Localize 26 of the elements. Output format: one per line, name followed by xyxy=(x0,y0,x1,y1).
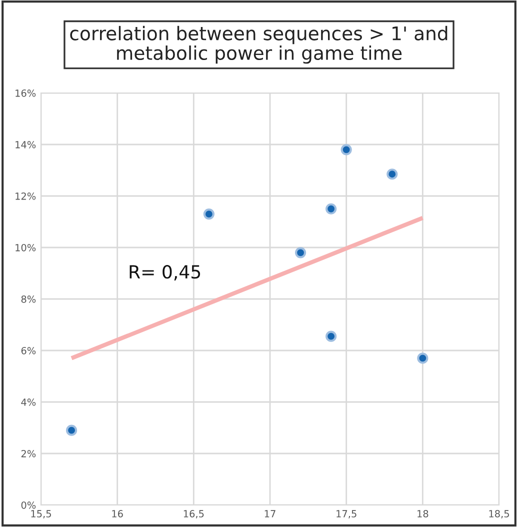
point xyxy=(386,168,398,180)
point xyxy=(203,208,214,220)
y-tick-label: 16% xyxy=(16,89,36,97)
point xyxy=(326,330,337,342)
x-tick-label: 18,5 xyxy=(489,510,509,518)
y-tick-label: 12% xyxy=(16,192,36,200)
x-tick-label: 18 xyxy=(418,510,428,518)
x-tick-label: 16 xyxy=(112,510,123,518)
y-tick-label: 0% xyxy=(21,501,36,509)
x-tick-label: 17 xyxy=(264,510,276,518)
point xyxy=(340,144,352,156)
annotation: R= 0,45 xyxy=(130,265,200,280)
y-tick-label: 6% xyxy=(21,346,36,354)
y-tick-label: 8% xyxy=(21,295,36,303)
point xyxy=(294,247,306,258)
x-tick-label: 16,5 xyxy=(184,510,204,518)
y-tick-label: 2% xyxy=(21,450,36,458)
chart-title: correlation between sequences > 1' and metabolic power in game time xyxy=(70,26,448,64)
x-tick-label: 17,5 xyxy=(336,510,356,518)
point xyxy=(417,352,428,364)
y-tick-label: 4% xyxy=(21,398,36,406)
point xyxy=(326,203,337,214)
y-tick-label: 10% xyxy=(16,244,36,252)
x-tick-label: 15,5 xyxy=(31,510,51,518)
point xyxy=(66,424,78,436)
y-tick-label: 14% xyxy=(16,140,36,148)
